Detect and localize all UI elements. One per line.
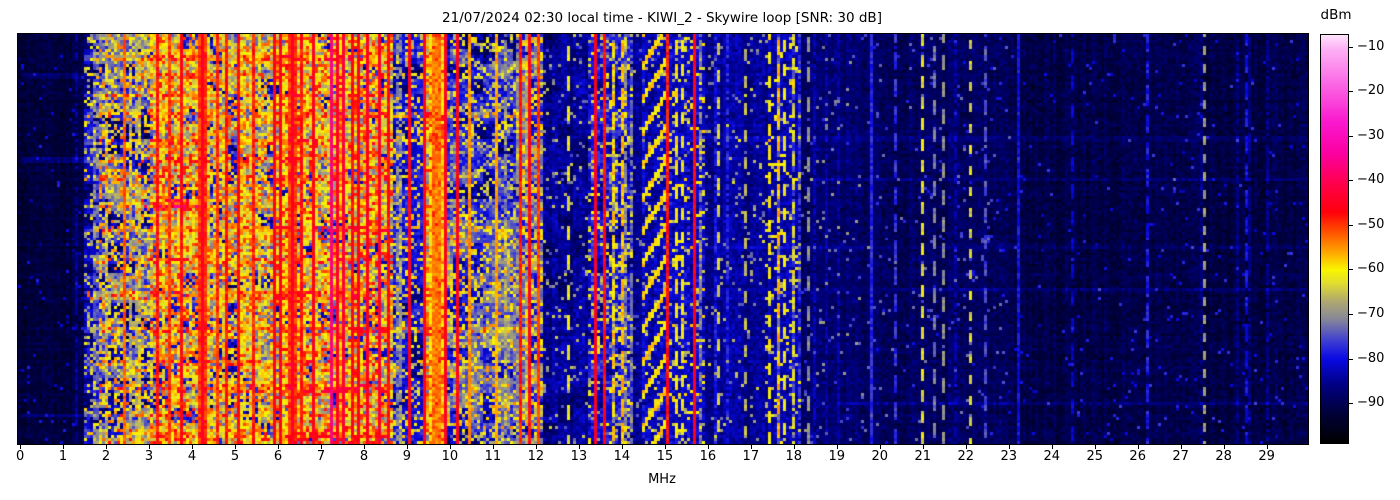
x-tick-label: 17 <box>742 449 760 464</box>
x-tick-label: 6 <box>273 449 283 464</box>
plot-area <box>17 33 1309 445</box>
x-tick-label: 23 <box>1000 449 1018 464</box>
x-tick-label: 20 <box>871 449 889 464</box>
x-tick-label: 19 <box>828 449 846 464</box>
x-tick-mark <box>1180 445 1182 449</box>
x-tick-label: 2 <box>101 449 111 464</box>
colorbar-tick-mark <box>1349 91 1353 93</box>
x-tick-label: 16 <box>699 449 717 464</box>
x-tick-label: 1 <box>58 449 68 464</box>
x-tick-mark <box>1008 445 1010 449</box>
colorbar-tick-label: −90 <box>1357 395 1385 411</box>
colorbar-tick-mark <box>1349 314 1353 316</box>
colorbar-tick-label: −40 <box>1357 172 1385 188</box>
x-tick-mark <box>277 445 279 449</box>
x-tick-mark <box>106 445 108 449</box>
x-tick-mark <box>63 445 65 449</box>
x-tick-mark <box>1094 445 1096 449</box>
x-tick-label: 28 <box>1215 449 1232 464</box>
colorbar-tick-label: −60 <box>1357 261 1385 277</box>
colorbar-tick-label: −10 <box>1357 38 1385 54</box>
colorbar-tick-mark <box>1349 135 1353 137</box>
x-tick-mark <box>320 445 322 449</box>
x-tick-mark <box>922 445 924 449</box>
x-tick-label: 15 <box>656 449 674 464</box>
x-tick-label: 7 <box>316 449 326 464</box>
colorbar-tick-mark <box>1349 224 1353 226</box>
colorbar-tick-label: −80 <box>1357 350 1385 366</box>
x-tick-mark <box>664 445 666 449</box>
x-tick-mark <box>621 445 623 449</box>
x-tick-mark <box>449 445 451 449</box>
x-tick-mark <box>1223 445 1225 449</box>
x-tick-label: 26 <box>1129 449 1146 464</box>
x-tick-label: 14 <box>613 449 631 464</box>
x-tick-label: 22 <box>957 449 975 464</box>
colorbar-tick-mark <box>1349 403 1353 405</box>
x-tick-mark <box>879 445 881 449</box>
x-tick-mark <box>492 445 494 449</box>
x-tick-mark <box>965 445 967 449</box>
x-tick-mark <box>750 445 752 449</box>
colorbar-label: dBm <box>1320 7 1352 23</box>
x-tick-mark <box>406 445 408 449</box>
x-tick-mark <box>363 445 365 449</box>
x-tick-label: 29 <box>1258 449 1275 464</box>
colorbar-canvas <box>1321 35 1348 443</box>
x-tick-mark <box>1051 445 1053 449</box>
colorbar-tick-label: −50 <box>1357 217 1385 233</box>
x-tick-mark <box>707 445 709 449</box>
spectrogram-canvas <box>18 34 1308 444</box>
colorbar-tick-mark <box>1349 358 1353 360</box>
x-tick-mark <box>793 445 795 449</box>
chart-title: 21/07/2024 02:30 local time - KIWI_2 - S… <box>442 10 882 26</box>
colorbar-tick-mark <box>1349 269 1353 271</box>
x-tick-label: 21 <box>914 449 932 464</box>
x-tick-mark <box>578 445 580 449</box>
x-tick-label: 24 <box>1043 449 1061 464</box>
x-tick-mark <box>149 445 151 449</box>
x-tick-label: 13 <box>570 449 588 464</box>
colorbar-tick-label: −20 <box>1357 83 1385 99</box>
x-tick-label: 3 <box>144 449 154 464</box>
x-tick-label: 12 <box>527 449 545 464</box>
colorbar-tick-label: −70 <box>1357 306 1385 322</box>
x-tick-mark <box>535 445 537 449</box>
x-tick-mark <box>1266 445 1268 449</box>
x-tick-mark <box>836 445 838 449</box>
x-tick-label: 25 <box>1086 449 1103 464</box>
colorbar-tick-label: −30 <box>1357 127 1385 143</box>
colorbar-tick-mark <box>1349 46 1353 48</box>
x-tick-mark <box>192 445 194 449</box>
x-tick-mark <box>20 445 22 449</box>
x-tick-label: 4 <box>187 449 197 464</box>
x-tick-label: 8 <box>359 449 369 464</box>
x-tick-label: 18 <box>785 449 803 464</box>
x-tick-mark <box>235 445 236 449</box>
x-tick-label: 9 <box>402 449 412 464</box>
x-axis-label: MHz <box>648 472 676 487</box>
x-tick-label: 0 <box>15 449 25 464</box>
x-tick-label: 5 <box>230 449 240 464</box>
colorbar <box>1320 34 1349 444</box>
x-tick-mark <box>1137 445 1139 449</box>
x-tick-label: 11 <box>484 449 502 464</box>
x-tick-label: 27 <box>1172 449 1189 464</box>
colorbar-tick-mark <box>1349 180 1353 182</box>
x-tick-label: 10 <box>441 449 459 464</box>
